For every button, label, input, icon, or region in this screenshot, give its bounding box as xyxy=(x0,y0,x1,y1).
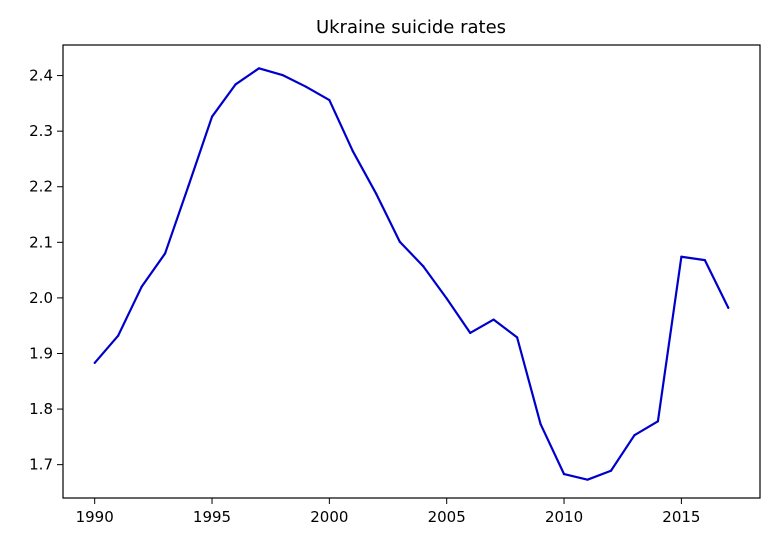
data-point xyxy=(93,361,96,365)
axes-frame xyxy=(62,44,761,499)
data-point xyxy=(492,318,495,321)
chart-title: Ukraine suicide rates xyxy=(316,17,506,38)
data-point xyxy=(257,67,261,70)
y-tick-label: 2.0 xyxy=(29,289,53,307)
data-point xyxy=(422,265,425,268)
y-tick-label: 1.8 xyxy=(29,400,53,418)
x-tick-label: 1995 xyxy=(193,508,231,526)
data-point xyxy=(445,297,448,300)
plot-area: 1990 1995 2000 2005 2010 2015 1.7 1.8 1.9 2.0 2.1 2… xyxy=(29,44,761,526)
y-tick-label: 2.4 xyxy=(29,67,53,85)
data-point xyxy=(304,85,307,88)
data-point xyxy=(234,83,237,86)
data-point xyxy=(609,469,613,472)
data-point xyxy=(210,115,214,118)
y-tick-label: 2.1 xyxy=(29,233,53,251)
y-tick-label: 1.9 xyxy=(29,344,53,362)
data-point xyxy=(375,192,378,196)
data-point xyxy=(586,478,589,481)
x-tick-label: 1990 xyxy=(76,508,114,526)
x-tick-label: 2000 xyxy=(310,508,348,526)
data-point xyxy=(680,255,683,258)
x-tick-label: 2005 xyxy=(428,508,466,526)
y-tick-label: 2.2 xyxy=(29,178,53,196)
data-point xyxy=(281,73,284,77)
data-point xyxy=(539,422,542,426)
data-point xyxy=(516,336,519,339)
data-point xyxy=(469,331,472,335)
data-point xyxy=(656,420,660,423)
data-point xyxy=(703,259,706,262)
x-tick-label: 2010 xyxy=(545,508,583,526)
data-point xyxy=(140,285,143,288)
data-point xyxy=(117,334,120,337)
x-tick-label: 2015 xyxy=(662,508,700,526)
data-point xyxy=(187,184,190,187)
data-point xyxy=(633,434,636,437)
data-point xyxy=(562,472,566,476)
data-point xyxy=(328,98,331,102)
y-tick-label: 1.7 xyxy=(29,456,53,474)
data-point xyxy=(398,240,401,243)
series-line xyxy=(93,67,730,481)
y-tick-label: 2.3 xyxy=(29,122,53,140)
data-point xyxy=(727,306,730,310)
data-point xyxy=(163,252,167,255)
data-point xyxy=(351,150,354,153)
